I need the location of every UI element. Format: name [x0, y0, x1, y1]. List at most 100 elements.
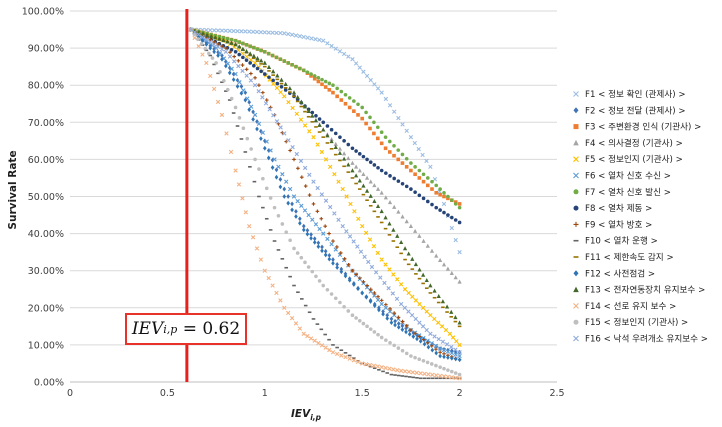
data-point: [272, 157, 277, 162]
data-point: [300, 175, 304, 180]
data-point: [400, 348, 405, 353]
data-point: [262, 30, 267, 35]
series-13: [188, 27, 462, 325]
data-point: [244, 54, 249, 59]
data-point: [336, 179, 341, 184]
legend-label: F6 < 열차 신호 수신 >: [585, 171, 671, 182]
data-point: [447, 331, 453, 336]
legend-marker: [573, 221, 579, 227]
data-point: [319, 216, 324, 221]
data-point: [307, 129, 312, 134]
data-point: [392, 343, 397, 348]
data-point: [413, 228, 418, 233]
data-point: [342, 304, 346, 309]
data-point: [208, 73, 213, 79]
data-point: [402, 246, 408, 251]
data-point: [444, 304, 450, 309]
data-point: [309, 36, 314, 41]
data-point: [396, 115, 401, 121]
data-point: [411, 334, 416, 339]
data-point: [233, 168, 238, 173]
data-point: [327, 256, 332, 262]
data-point: [417, 233, 422, 238]
data-point: [379, 130, 384, 134]
data-point: [372, 82, 377, 87]
data-point: [302, 123, 308, 128]
data-point: [210, 56, 215, 60]
data-point: [450, 198, 454, 203]
data-point: [353, 61, 359, 66]
data-point: [243, 90, 248, 96]
data-point: [343, 273, 348, 279]
data-point: [233, 50, 238, 54]
data-point: [219, 28, 225, 33]
data-point: [323, 252, 328, 258]
data-point: [229, 66, 234, 72]
data-point: [305, 231, 310, 237]
data-point: [218, 70, 222, 74]
data-point: [291, 194, 297, 199]
data-point: [276, 164, 281, 170]
data-point: [237, 116, 242, 120]
data-point: [247, 107, 252, 113]
y-tick-label: 0.00%: [34, 378, 64, 389]
data-point: [404, 128, 409, 133]
data-point: [263, 138, 267, 144]
data-point: [375, 186, 381, 191]
data-point: [379, 141, 384, 146]
data-point: [400, 323, 405, 329]
data-point: [279, 84, 284, 89]
data-point: [264, 139, 269, 144]
data-point: [248, 51, 253, 56]
data-point: [361, 321, 366, 326]
data-point: [446, 213, 450, 217]
data-point: [200, 52, 205, 57]
data-point: [389, 316, 394, 322]
data-point: [413, 190, 417, 194]
data-point: [441, 374, 447, 379]
data-point: [378, 275, 383, 280]
data-point: [327, 81, 332, 86]
series-16: [188, 27, 462, 355]
data-point: [434, 253, 439, 258]
data-point: [457, 372, 462, 377]
data-point: [449, 344, 454, 350]
data-point: [384, 302, 388, 307]
data-point: [320, 77, 324, 82]
data-point: [327, 231, 331, 236]
data-point: [309, 72, 313, 76]
data-point: [204, 41, 209, 47]
data-point: [457, 342, 462, 348]
data-point: [404, 165, 409, 169]
data-point: [321, 231, 326, 236]
data-point: [266, 275, 271, 281]
data-point: [239, 29, 244, 34]
data-point: [375, 297, 381, 303]
data-point: [274, 55, 279, 60]
data-point: [303, 184, 308, 188]
data-point: [376, 294, 380, 299]
data-point: [284, 179, 289, 184]
legend-marker: [573, 107, 579, 114]
data-point: [450, 369, 454, 374]
data-point: [282, 186, 287, 192]
data-point: [410, 294, 415, 299]
legend-item: F2 < 정보 전달 (관제사) >: [573, 104, 686, 116]
data-point: [208, 28, 213, 33]
data-point: [254, 29, 260, 35]
data-point: [395, 367, 400, 373]
data-point: [364, 175, 370, 180]
data-point: [330, 350, 336, 355]
data-point: [457, 353, 462, 359]
data-point: [379, 364, 384, 370]
x-tick-label: 1: [262, 388, 268, 399]
x-tick-label: 2: [457, 388, 463, 399]
data-point: [270, 165, 275, 170]
data-point: [315, 209, 320, 214]
data-point: [369, 264, 375, 270]
data-point: [331, 83, 335, 87]
data-point: [394, 296, 400, 301]
data-point: [414, 370, 419, 376]
data-point: [307, 172, 312, 177]
data-point: [354, 164, 359, 169]
